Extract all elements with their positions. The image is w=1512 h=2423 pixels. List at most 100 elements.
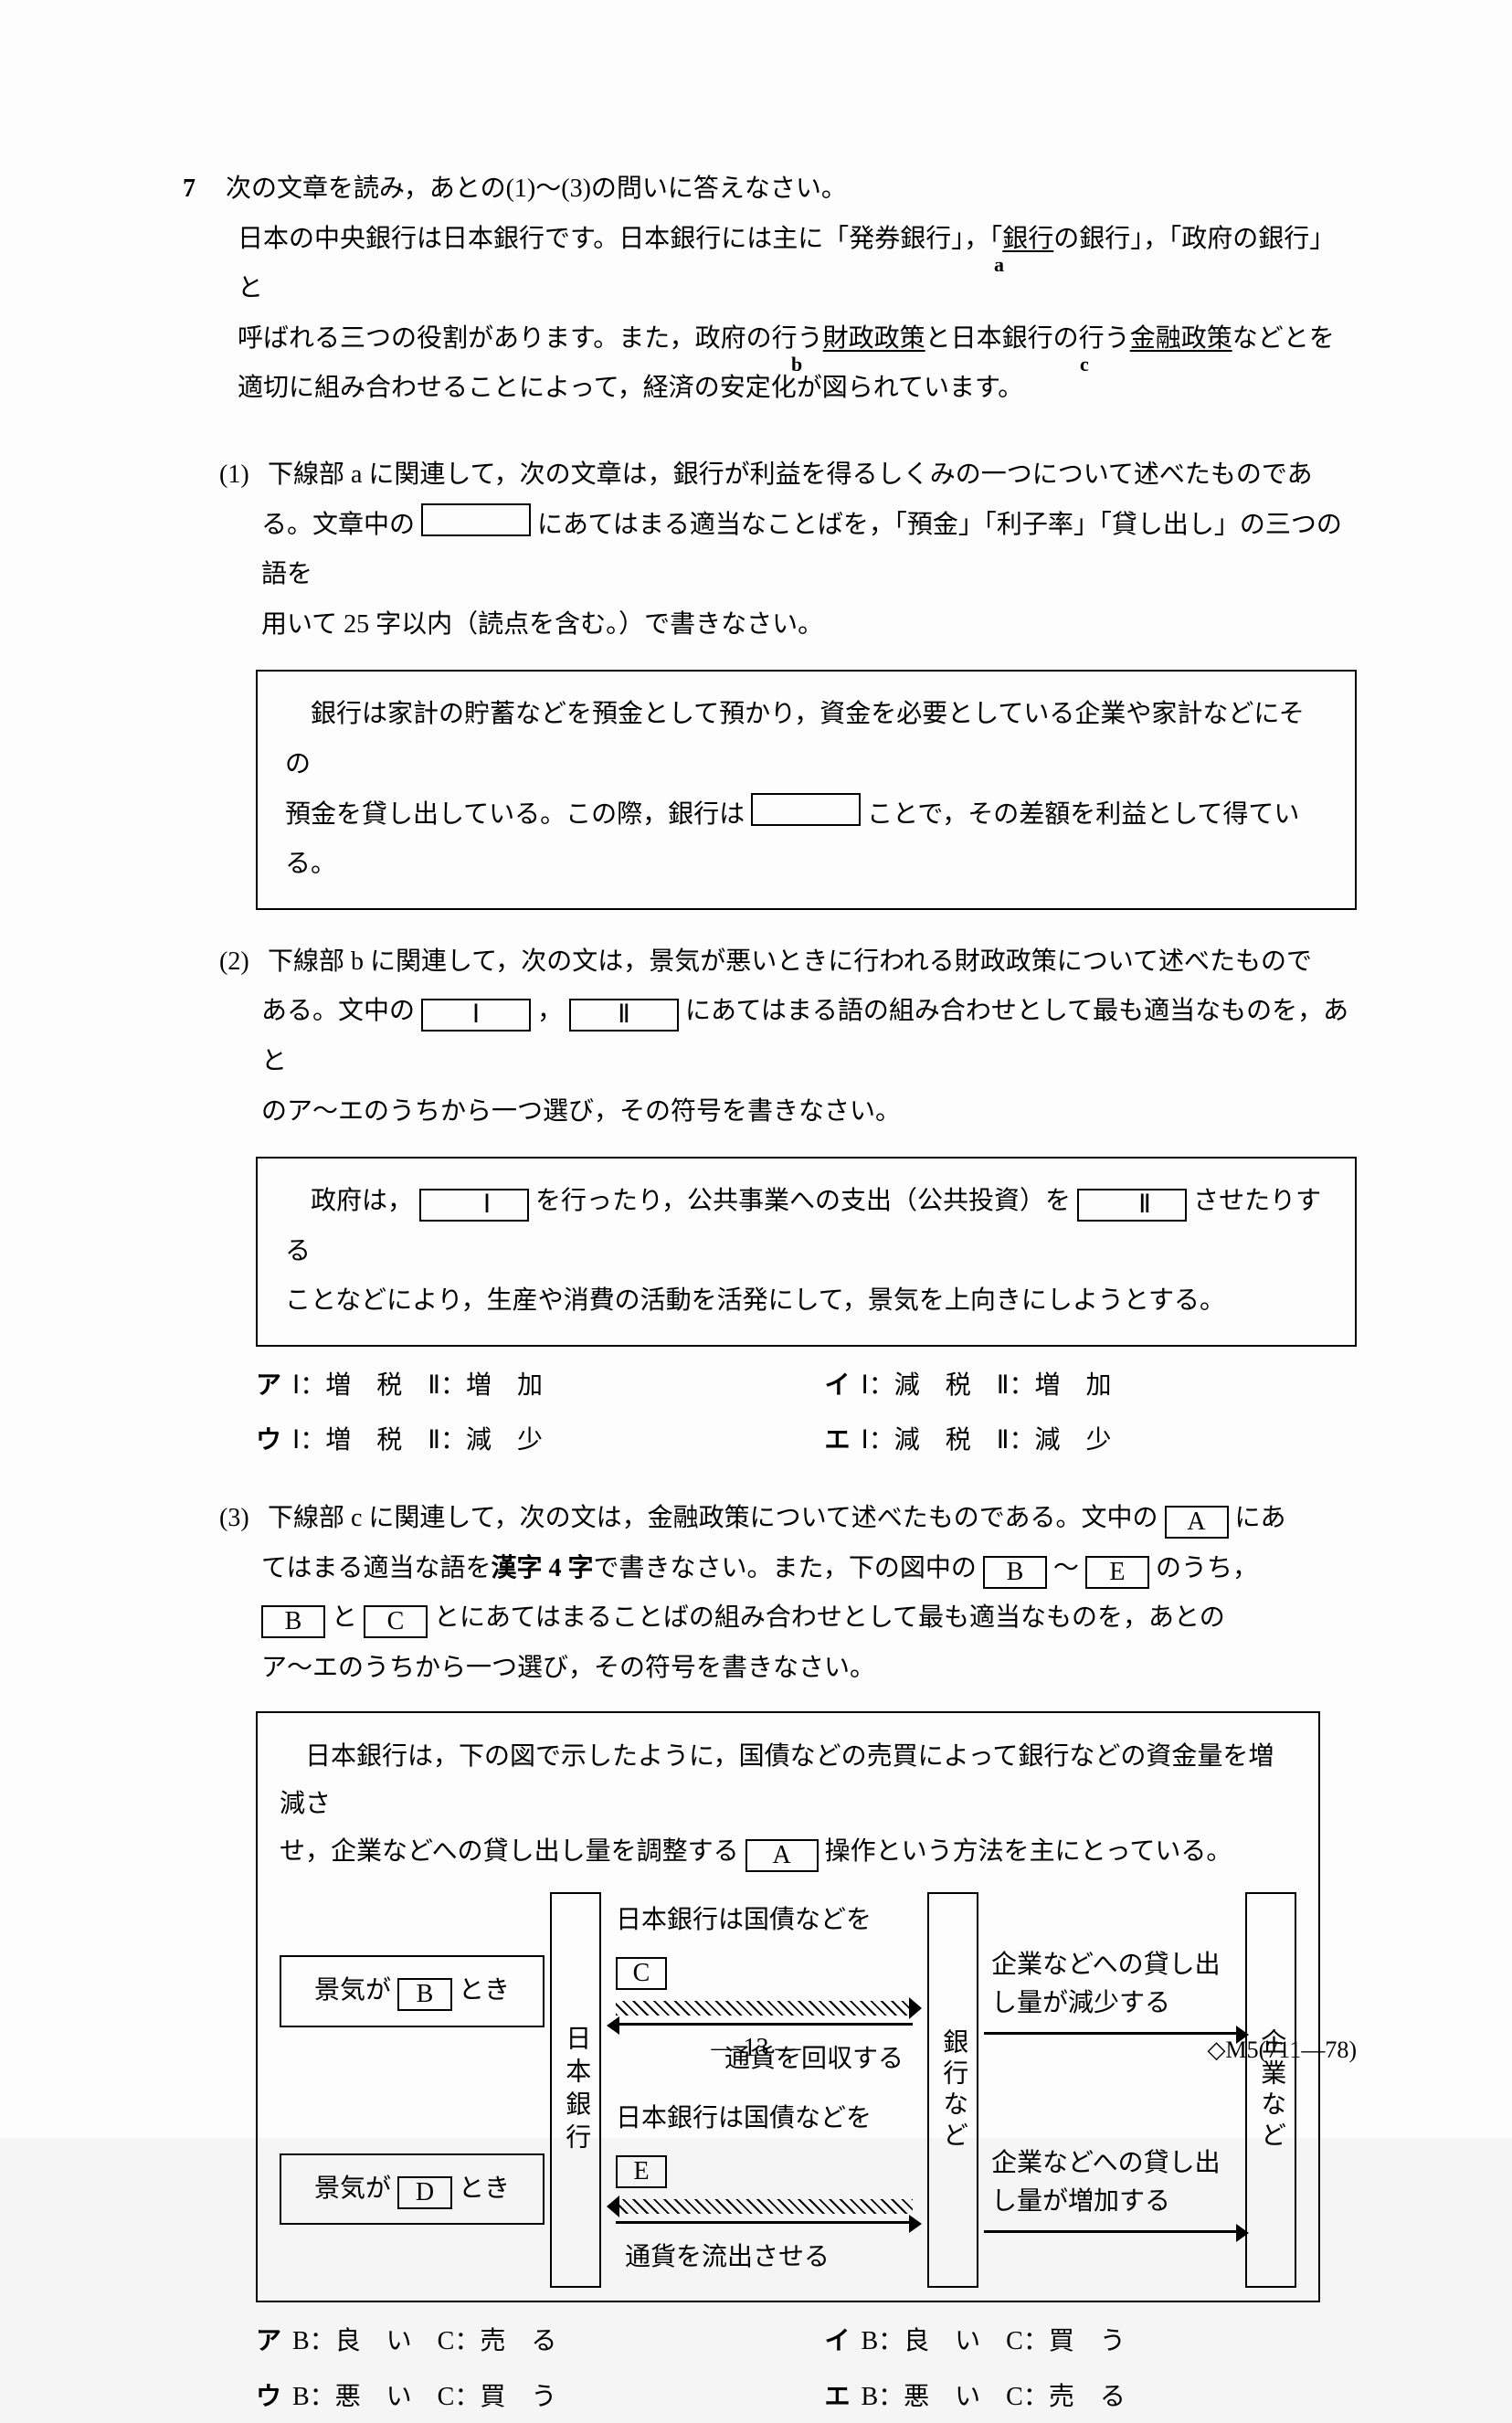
s3-num: (3) (219, 1494, 261, 1544)
t: 漢字 4 字 (491, 1554, 593, 1582)
res-bot-wrap: 企業などへの貸し出し量が増加する (984, 2141, 1240, 2238)
lbl: ア (256, 2317, 292, 2367)
q7-intro: 7 次の文章を読み，あとの(1)～(3)の問いに答えなさい。 日本の中央銀行は日… (183, 164, 1357, 414)
s2-l1: (2) 下線部 b に関連して，次の文は，景気が悪いときに行われる財政政策につい… (219, 937, 1357, 988)
t: とき (459, 1976, 510, 2005)
t: 景気が (314, 1976, 391, 2005)
diag-flow: 景気が B とき 景気が D とき 日本銀行 日本銀行は国債などを (280, 1892, 1296, 2289)
t: などとを (1232, 324, 1335, 353)
blank-A: A (1165, 1506, 1229, 1539)
s3-l4: ア～エのうちから一つ選び，その符号を書きなさい。 (219, 1644, 1357, 1694)
t: と (332, 1603, 357, 1632)
q7-lead-line: 7 次の文章を読み，あとの(1)～(3)の問いに答えなさい。 (183, 164, 1357, 215)
col-conditions: 景気が B とき 景気が D とき (280, 1892, 545, 2289)
cond-bot: 景気が D とき (280, 2153, 545, 2226)
mid-top-label: 日本銀行は国債などを C (616, 1896, 913, 1995)
anno-c: c (1080, 345, 1089, 385)
t: Ⅰ：減 税 Ⅱ：増 加 (862, 1371, 1112, 1400)
s1-framed-l1: 銀行は家計の貯蓄などを預金として預かり，資金を必要としている企業や家計などにその (285, 690, 1327, 789)
t: 下線部 a に関連して，次の文章は，銀行が利益を得るしくみの一つについて述べたも… (268, 460, 1313, 489)
sub-1: (1) 下線部 a に関連して，次の文章は，銀行が利益を得るしくみの一つについて… (183, 450, 1357, 910)
s3-choices: アB：良 い C：売 る イB：良 い C：買 う ウB：悪 い C：買 う エ… (256, 2317, 1357, 2422)
t: とき (459, 2174, 510, 2203)
blank-II: Ⅱ (1077, 1189, 1187, 1222)
t: で書きなさい。また，下の図中の (593, 1554, 976, 1582)
t: 政府は， (311, 1187, 413, 1215)
t: 操作という方法を主にとっている。 (825, 1837, 1232, 1866)
blank-A: A (745, 1839, 819, 1872)
s2-framed-l1: 政府は， Ⅰ を行ったり，公共事業への支出（公共投資）を Ⅱ させたりする (285, 1177, 1327, 1276)
s1-l2: る。文章中の にあてはまる適当なことばを，「預金」「利子率」「貸し出し」の三つの… (219, 501, 1357, 600)
t: ～ (1053, 1554, 1079, 1582)
blank-I: Ⅰ (421, 999, 531, 1032)
s1-framed-l2: 預金を貸し出している。この際，銀行は ことで，その差額を利益として得ている。 (285, 790, 1327, 890)
lbl: ア (256, 1361, 292, 1412)
mid-bot: 日本銀行は国債などを E 通貨を流出させる (607, 2090, 922, 2289)
t: ， (537, 997, 563, 1025)
lbl: エ (825, 1416, 862, 1466)
s2-framed-l2: ことなどにより，生産や消費の活動を活発にして，景気を上向きにしようとする。 (285, 1276, 1327, 1327)
t: てはまる適当な語を (261, 1554, 491, 1582)
t: B：悪 い C：買 う (292, 2383, 556, 2411)
blank-C: C (616, 1957, 667, 1990)
s3-l2: てはまる適当な語を漢字 4 字で書きなさい。また，下の図中の B ～ E のうち… (219, 1544, 1357, 1594)
t: 呼ばれる三つの役割があります。また，政府の行う (238, 324, 823, 353)
sub-3: (3) 下線部 c に関連して，次の文は，金融政策について述べたものである。文中… (183, 1494, 1357, 2423)
lbl: イ (825, 1361, 862, 1412)
t: る。文章中の (261, 511, 415, 539)
blank-box (751, 793, 861, 826)
col-banks: 銀行など (927, 1892, 978, 2289)
blank-B: B (397, 1978, 452, 2011)
s1-l3: 用いて 25 字以内（読点を含む。）で書きなさい。 (219, 600, 1357, 651)
blank-box (421, 503, 531, 536)
s3-l3: B と C とにあてはまることばの組み合わせとして最も適当なものを，あとの (219, 1593, 1357, 1644)
anno-b: b (791, 345, 802, 385)
blank-E: E (1085, 1556, 1149, 1589)
q7-number: 7 (183, 164, 219, 215)
t: 下線部 b に関連して，次の文は，景気が悪いときに行われる財政政策について述べた… (268, 947, 1312, 976)
arrow-right-icon (616, 2221, 913, 2224)
lbl: イ (825, 2317, 862, 2367)
exam-page: 7 次の文章を読み，あとの(1)～(3)の問いに答えなさい。 日本の中央銀行は日… (0, 0, 1512, 2138)
s2-num: (2) (219, 937, 261, 988)
s2-l2: ある。文中の Ⅰ ， Ⅱ にあてはまる語の組み合わせとして最も適当なものを，あと (219, 987, 1357, 1086)
q7-passage-l1: 日本の中央銀行は日本銀行です。日本銀行には主に「発券銀行」，「銀行の銀行」，「政… (238, 215, 1357, 314)
blank-C: C (364, 1605, 428, 1638)
blank-I: Ⅰ (419, 1189, 529, 1222)
res-bot: 企業などへの貸し出し量が増加する (984, 2141, 1240, 2225)
arrow-hatched-left-icon (616, 2199, 913, 2214)
underline-c: 金融政策 (1130, 324, 1232, 353)
t: Ⅰ：減 税 Ⅱ：減 少 (862, 1426, 1112, 1455)
arrow-hatched-right-icon (616, 2001, 913, 2016)
choice-e: エⅠ：減 税 Ⅱ：減 少 (825, 1416, 1358, 1466)
q7-lead: 次の文章を読み，あとの(1)～(3)の問いに答えなさい。 (226, 175, 847, 203)
choice-u: ウB：悪 い C：買 う (256, 2373, 788, 2423)
t: にあ (1235, 1504, 1286, 1532)
s3-diagram: 日本銀行は，下の図で示したように，国債などの売買によって銀行などの資金量を増減さ… (256, 1711, 1320, 2302)
col-firms: 企業など (1245, 1892, 1296, 2289)
blank-II: Ⅱ (569, 999, 679, 1032)
sub-2: (2) 下線部 b に関連して，次の文は，景気が悪いときに行われる財政政策につい… (183, 937, 1357, 1466)
footer-code: ◇M5(711—78) (1208, 2027, 1357, 2074)
diag-text: 日本銀行は，下の図で示したように，国債などの売買によって銀行などの資金量を増減さ… (280, 1733, 1296, 1875)
cond-top: 景気が B とき (280, 1955, 545, 2027)
col-boj: 日本銀行 (550, 1892, 601, 2289)
choice-i: イⅠ：減 税 Ⅱ：増 加 (825, 1361, 1358, 1412)
t: 下線部 c に関連して，次の文は，金融政策について述べたものである。文中の (268, 1504, 1158, 1532)
t: ある。文中の (261, 997, 415, 1025)
lbl: ウ (256, 2373, 292, 2423)
t: を行ったり，公共事業への支出（公共投資）を (535, 1187, 1071, 1215)
blank-B: B (983, 1556, 1047, 1589)
t: のうち， (1156, 1554, 1258, 1582)
lbl: エ (825, 2373, 862, 2423)
choice-e: エB：悪 い C：売 る (825, 2373, 1358, 2423)
diag-l1: 日本銀行は，下の図で示したように，国債などの売買によって銀行などの資金量を増減さ (280, 1733, 1296, 1828)
q7-passage: 日本の中央銀行は日本銀行です。日本銀行には主に「発券銀行」，「銀行の銀行」，「政… (183, 215, 1357, 414)
s3-l1: (3) 下線部 c に関連して，次の文は，金融政策について述べたものである。文中… (219, 1494, 1357, 1544)
s1-num: (1) (219, 450, 261, 501)
choice-i: イB：良 い C：買 う (825, 2317, 1358, 2367)
anno-a: a (994, 246, 1004, 285)
col-results: 企業などへの貸し出し量が減少する 企業などへの貸し出し量が増加する (984, 1892, 1240, 2289)
underline-b: 財政政策 (823, 324, 925, 353)
t: 日本の中央銀行は日本銀行です。日本銀行には主に「発券銀行」，「 (238, 225, 1002, 253)
